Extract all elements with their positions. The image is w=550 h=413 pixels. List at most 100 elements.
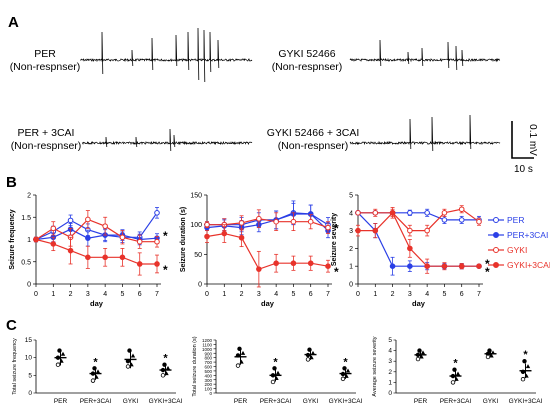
- group-gyki-3cai: [519, 359, 532, 382]
- category-label: PER: [414, 398, 428, 405]
- data-point: [485, 354, 491, 360]
- x-tick-label: 7: [326, 291, 330, 298]
- y-tick-label: 1.5: [21, 215, 31, 222]
- line-chart-seizure-duration-s: 0 50 100 150 0 1 2 3 4 5 6 7 day Seizure duration (s)…: [180, 193, 339, 309]
- y-tick-label: 0.5: [21, 259, 31, 266]
- y-tick-label: 700: [204, 360, 212, 365]
- eeg-trace-per-3cai: [81, 140, 253, 146]
- x-tick-label: 0: [34, 291, 38, 298]
- eeg-spike: [455, 45, 458, 71]
- group-per-3cai: [449, 367, 462, 385]
- eeg-spike: [203, 29, 206, 83]
- x-tick-label: 3: [408, 291, 412, 298]
- eeg-spike: [105, 136, 108, 148]
- y-tick-label: 3: [388, 358, 392, 365]
- trace-label-line1: PER: [34, 48, 56, 60]
- data-point: [90, 378, 96, 383]
- y-tick-label: 0: [28, 390, 32, 397]
- x-tick-label: 7: [155, 291, 159, 298]
- data-point: [204, 221, 210, 228]
- significance-marker: *: [273, 356, 278, 368]
- series-line: [206, 213, 329, 232]
- y-tick-label: 15: [25, 337, 33, 344]
- data-point: [273, 260, 279, 267]
- data-point: [452, 367, 457, 372]
- y-tick-label: 1100: [202, 342, 212, 347]
- eeg-spike: [431, 116, 434, 152]
- eeg-spike: [197, 27, 200, 81]
- data-point: [256, 215, 262, 222]
- data-point: [270, 379, 276, 385]
- panel-label-a: A: [8, 14, 19, 31]
- y-tick-label: 3: [349, 228, 353, 235]
- data-point: [160, 373, 166, 378]
- trace-label-gyki-3cai: GYKI 52466 + 3CAI (Non-respnser): [267, 127, 360, 152]
- eeg-spike: [379, 39, 382, 67]
- eeg-spike: [169, 128, 172, 152]
- data-point: [59, 358, 64, 363]
- significance-marker: *: [163, 229, 168, 243]
- series-gyki-3cai: [204, 224, 331, 288]
- x-axis-label: day: [261, 299, 275, 308]
- group-per: [414, 348, 427, 362]
- x-tick-label: 7: [477, 291, 481, 298]
- trace-label-line2: (Non-respnser): [278, 140, 349, 152]
- data-point: [154, 261, 160, 267]
- legend-marker: [493, 217, 499, 223]
- eeg-spike: [151, 37, 154, 71]
- y-tick-label: 5: [388, 337, 392, 344]
- data-point: [372, 210, 379, 216]
- trace-label-line2: (Non-respnser): [11, 140, 82, 152]
- data-point: [85, 235, 91, 241]
- eeg-spike: [131, 49, 134, 67]
- data-point: [307, 260, 314, 267]
- data-point: [340, 376, 346, 382]
- x-tick-label: 6: [138, 291, 142, 298]
- data-point: [33, 236, 39, 243]
- x-tick-label: 6: [309, 291, 313, 298]
- group-gyki-3cai: [339, 366, 352, 382]
- eeg-spike: [135, 136, 138, 148]
- trace-label-gyki: GYKI 52466 (Non-respnser): [272, 48, 343, 73]
- scale-bar-time-label: 10 s: [514, 164, 533, 175]
- eeg-spike: [101, 31, 104, 75]
- legend-marker: [493, 262, 499, 268]
- data-point: [522, 359, 527, 364]
- x-tick-label: 5: [120, 291, 124, 298]
- x-tick-label: 5: [291, 291, 295, 298]
- y-tick-label: 5: [28, 372, 32, 379]
- x-tick-label: 1: [373, 291, 377, 298]
- trace-label-line2: (Non-respnser): [272, 61, 343, 73]
- eeg-spike: [409, 118, 412, 150]
- legend-item-per-3cai: PER+3CAI: [488, 230, 548, 240]
- data-point: [67, 247, 74, 254]
- dot-plot-average-seizure-severity: 0 1 2 3 4 5 Average seizure severity PER PER+3CA…: [372, 336, 543, 405]
- category-label: PER+3CAI: [260, 398, 292, 405]
- data-point: [67, 217, 74, 224]
- eeg-spike: [421, 47, 424, 67]
- legend-label: PER: [507, 215, 524, 225]
- data-point: [136, 261, 143, 267]
- eeg-spike: [461, 49, 464, 67]
- significance-marker: *: [343, 356, 348, 368]
- data-point: [125, 364, 131, 369]
- y-tick-label: 800: [204, 356, 212, 361]
- legend-item-gyki: GYKI: [488, 245, 527, 255]
- data-point: [407, 227, 413, 234]
- x-tick-label: 6: [460, 291, 464, 298]
- y-tick-label: 200: [204, 382, 212, 387]
- group-gyki-3cai: [159, 362, 172, 378]
- y-tick-label: 1200: [202, 338, 213, 343]
- significance-marker: *: [163, 263, 168, 277]
- x-tick-label: 0: [356, 291, 360, 298]
- x-tick-label: 4: [425, 291, 429, 298]
- legend-marker: [493, 247, 499, 253]
- data-point: [455, 371, 461, 376]
- x-tick-label: 5: [442, 291, 446, 298]
- scale-bar-voltage-label: 0.1 mV: [527, 124, 538, 156]
- y-tick-label: 1: [349, 264, 353, 271]
- data-point: [458, 263, 465, 270]
- eeg-traces: [79, 27, 501, 152]
